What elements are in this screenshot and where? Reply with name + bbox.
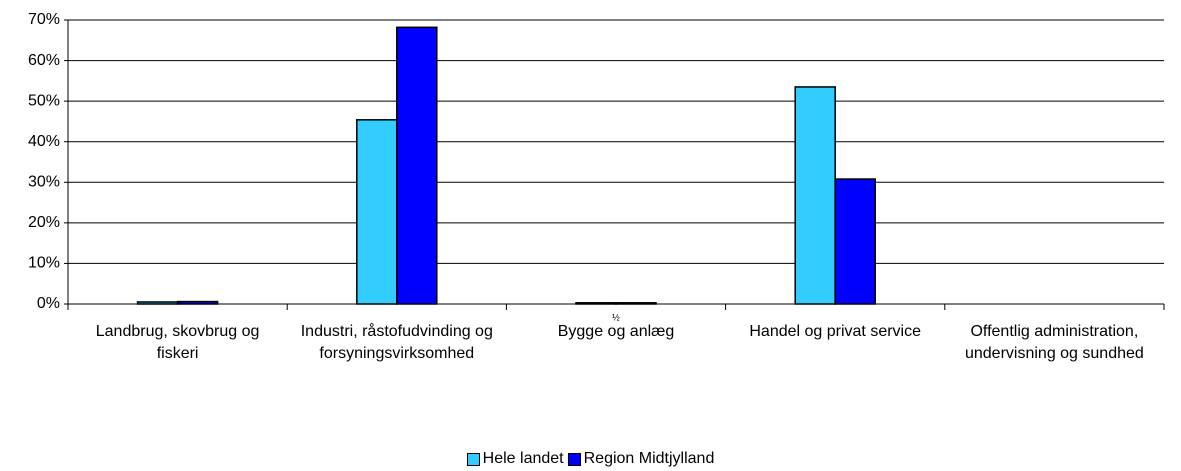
bar (794, 86, 836, 305)
y-tick-label: 10% (28, 255, 60, 272)
y-tick-label: 70% (28, 11, 60, 28)
legend-swatch (567, 452, 581, 466)
x-tick-label: Landbrug, skovbrug og fiskeri (95, 323, 260, 362)
bar (834, 178, 876, 305)
y-tick-label: 50% (28, 92, 60, 109)
y-tick-label: 30% (28, 174, 60, 191)
y-tick-label: 60% (28, 52, 60, 69)
x-tick-label: Industri, råstofudvinding og forsyningsv… (300, 323, 493, 362)
annotation: ½ (612, 312, 620, 322)
y-tick-label: 0% (37, 295, 60, 312)
bar (356, 119, 398, 305)
bar (396, 26, 438, 305)
x-tick-label: Bygge og anlæg (557, 323, 675, 340)
legend: Hele landet Region Midtjylland (0, 450, 1181, 471)
legend-swatch (466, 452, 480, 466)
x-tick-label: Handel og privat service (749, 323, 921, 340)
x-tick-label: Offentlig administration, undervisning o… (964, 323, 1144, 362)
legend-item: Hele landet (466, 450, 564, 468)
legend-label: Region Midtjylland (583, 450, 715, 467)
y-tick-label: 40% (28, 133, 60, 150)
legend-item: Region Midtjylland (567, 450, 715, 468)
y-tick-label: 20% (28, 214, 60, 231)
legend-label: Hele landet (482, 450, 564, 467)
